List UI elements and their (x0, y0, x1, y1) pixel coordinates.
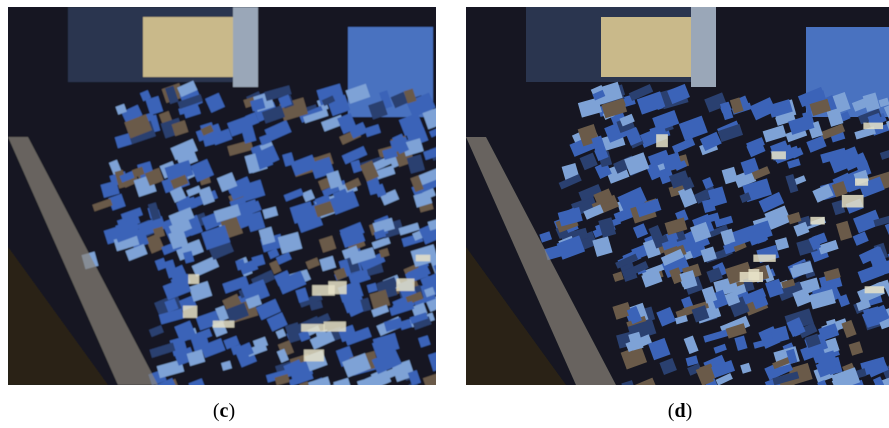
satellite-scene-d (466, 7, 889, 385)
caption-letter-d: d (674, 400, 686, 422)
caption-c: (c) (212, 400, 236, 422)
satellite-image-d (466, 7, 889, 385)
caption-letter-c: c (219, 400, 229, 422)
satellite-scene-c (8, 7, 436, 385)
satellite-image-c (8, 7, 436, 385)
caption-d: (d) (667, 400, 693, 422)
